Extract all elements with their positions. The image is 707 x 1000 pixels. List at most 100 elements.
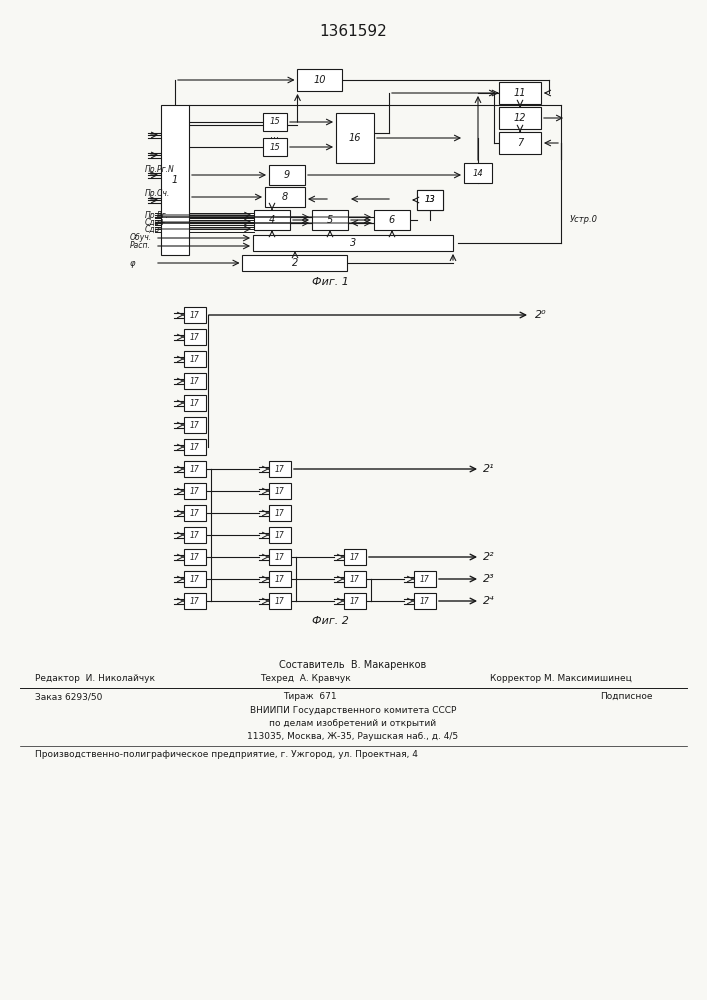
Bar	[499, 107, 541, 129]
Bar	[269, 549, 291, 565]
Bar	[269, 483, 291, 499]
Text: 14: 14	[472, 168, 484, 178]
Bar	[184, 373, 206, 389]
Bar	[184, 571, 206, 587]
Bar	[336, 113, 374, 163]
Text: 1: 1	[172, 175, 178, 185]
Bar	[374, 210, 410, 230]
Text: 17: 17	[190, 574, 200, 584]
Text: 17: 17	[190, 332, 200, 342]
Text: 4: 4	[269, 215, 275, 225]
Bar	[184, 549, 206, 565]
Text: 2⁴: 2⁴	[483, 596, 495, 606]
Text: Тираж  671: Тираж 671	[284, 692, 337, 701]
Text: Пр.Рг.N: Пр.Рг.N	[145, 165, 175, 174]
Text: Корректор М. Максимишинец: Корректор М. Максимишинец	[490, 674, 632, 683]
Text: Производственно-полиграфическое предприятие, г. Ужгород, ул. Проектная, 4: Производственно-полиграфическое предприя…	[35, 750, 418, 759]
Text: 17: 17	[190, 398, 200, 408]
Text: 17: 17	[190, 420, 200, 430]
Text: Обуч.: Обуч.	[130, 233, 152, 242]
Text: 17: 17	[275, 530, 285, 540]
Text: 6: 6	[389, 215, 395, 225]
Text: 17: 17	[350, 574, 360, 584]
Text: 11: 11	[514, 88, 526, 98]
Bar	[344, 593, 366, 609]
Text: 3: 3	[350, 238, 356, 248]
Text: 17: 17	[190, 487, 200, 495]
Text: 13: 13	[425, 196, 436, 205]
Text: 2: 2	[292, 258, 298, 268]
Text: Сдв+: Сдв+	[145, 218, 167, 227]
Text: Техред  А. Кравчук: Техред А. Кравчук	[260, 674, 351, 683]
Text: 7: 7	[517, 138, 523, 148]
Text: 17: 17	[350, 596, 360, 605]
Text: 5: 5	[327, 215, 333, 225]
Text: Устр.0: Устр.0	[570, 216, 598, 225]
Text: 12: 12	[514, 113, 526, 123]
Bar	[184, 395, 206, 411]
Text: ВНИИПИ Государственного комитета СССР: ВНИИПИ Государственного комитета СССР	[250, 706, 456, 715]
Bar	[414, 571, 436, 587]
Text: Фиг. 2: Фиг. 2	[312, 616, 349, 626]
Text: Фиг. 1: Фиг. 1	[312, 277, 349, 287]
Bar	[184, 417, 206, 433]
Bar	[417, 190, 443, 210]
Bar	[263, 113, 287, 131]
Text: 17: 17	[275, 487, 285, 495]
Text: 15: 15	[269, 142, 281, 151]
Text: 17: 17	[190, 530, 200, 540]
Bar	[184, 461, 206, 477]
Text: 17: 17	[275, 464, 285, 474]
Text: Пр.Сч.: Пр.Сч.	[145, 190, 170, 198]
Bar	[184, 307, 206, 323]
Bar	[184, 527, 206, 543]
Text: 10: 10	[314, 75, 326, 85]
Bar	[414, 593, 436, 609]
Bar	[344, 549, 366, 565]
Text: Заказ 6293/50: Заказ 6293/50	[35, 692, 103, 701]
Bar	[269, 571, 291, 587]
Text: Подписное: Подписное	[600, 692, 653, 701]
Text: ...: ...	[271, 129, 279, 139]
Text: 8: 8	[282, 192, 288, 202]
Text: 17: 17	[190, 355, 200, 363]
Text: 17: 17	[190, 376, 200, 385]
Bar	[263, 138, 287, 156]
Text: Расп.: Расп.	[130, 241, 151, 250]
Bar	[499, 132, 541, 154]
Bar	[298, 69, 342, 91]
Text: 17: 17	[420, 596, 430, 605]
Text: Сдв-: Сдв-	[145, 225, 163, 233]
Text: Редактор  И. Николайчук: Редактор И. Николайчук	[35, 674, 155, 683]
Text: Составитель  В. Макаренков: Составитель В. Макаренков	[279, 660, 426, 670]
Text: 17: 17	[275, 552, 285, 562]
Text: 16: 16	[349, 133, 361, 143]
Bar	[269, 527, 291, 543]
Bar	[269, 593, 291, 609]
Text: 2²: 2²	[483, 552, 495, 562]
Bar	[243, 255, 348, 271]
Bar	[312, 210, 348, 230]
Text: φ: φ	[130, 258, 136, 267]
Bar	[417, 190, 443, 210]
Text: 13: 13	[425, 196, 436, 205]
Text: 17: 17	[420, 574, 430, 584]
Text: 2³: 2³	[483, 574, 495, 584]
Text: 17: 17	[190, 310, 200, 320]
Text: 15: 15	[269, 117, 281, 126]
Text: 17: 17	[190, 464, 200, 474]
Bar	[269, 461, 291, 477]
Text: 2⁰: 2⁰	[535, 310, 547, 320]
Bar	[184, 483, 206, 499]
Bar	[499, 82, 541, 104]
Bar	[254, 210, 290, 230]
Text: 2¹: 2¹	[483, 464, 495, 474]
Text: 17: 17	[275, 574, 285, 584]
Text: 17: 17	[190, 508, 200, 518]
Text: 17: 17	[190, 552, 200, 562]
Text: Пр.Рг.: Пр.Рг.	[145, 211, 169, 220]
Text: 1361592: 1361592	[319, 24, 387, 39]
Text: 9: 9	[284, 170, 290, 180]
Bar	[253, 235, 453, 251]
Bar	[184, 593, 206, 609]
